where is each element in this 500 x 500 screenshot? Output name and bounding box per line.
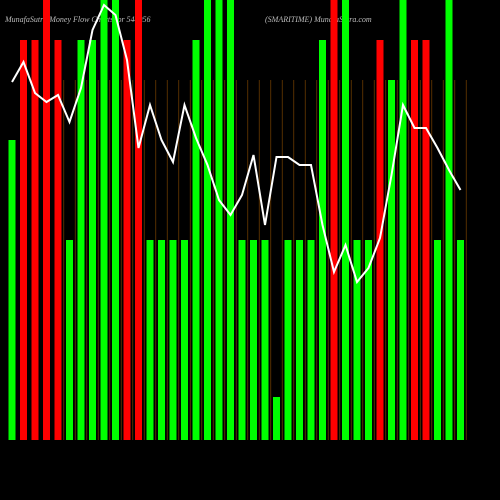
bar	[192, 40, 200, 440]
bar	[43, 0, 50, 440]
bar	[422, 40, 430, 440]
bar	[227, 0, 234, 440]
bar	[342, 0, 349, 440]
bar	[399, 0, 407, 440]
bar	[146, 240, 154, 440]
bar	[388, 80, 395, 440]
bar	[66, 240, 73, 440]
bar	[411, 40, 418, 440]
bar	[250, 240, 257, 440]
chart-title: MunafaSutra Money Flow Charts for 544056	[4, 15, 151, 24]
bar	[307, 240, 315, 440]
bar	[135, 0, 142, 440]
bar	[261, 240, 269, 440]
bar	[100, 0, 108, 440]
bar	[20, 40, 27, 440]
bar	[353, 240, 361, 440]
bar	[273, 397, 280, 440]
bar	[158, 240, 165, 440]
bar	[238, 240, 246, 440]
bar	[31, 40, 39, 440]
bar	[284, 240, 292, 440]
bar	[319, 40, 326, 440]
bar	[112, 0, 119, 440]
bar	[330, 0, 338, 440]
bar	[77, 40, 85, 440]
bar	[204, 0, 211, 440]
bar	[181, 240, 188, 440]
bar	[123, 40, 131, 440]
bar	[445, 0, 453, 440]
bar	[457, 240, 464, 440]
bar	[169, 240, 177, 440]
bar	[365, 240, 372, 440]
bar	[434, 240, 441, 440]
bar	[215, 0, 223, 440]
chart-subtitle: (SMARITIME) MunafaSutra.com	[265, 15, 372, 24]
money-flow-line	[11, 3, 462, 285]
bar	[296, 240, 303, 440]
bar	[8, 140, 16, 440]
bar	[54, 40, 62, 440]
bar	[89, 40, 96, 440]
